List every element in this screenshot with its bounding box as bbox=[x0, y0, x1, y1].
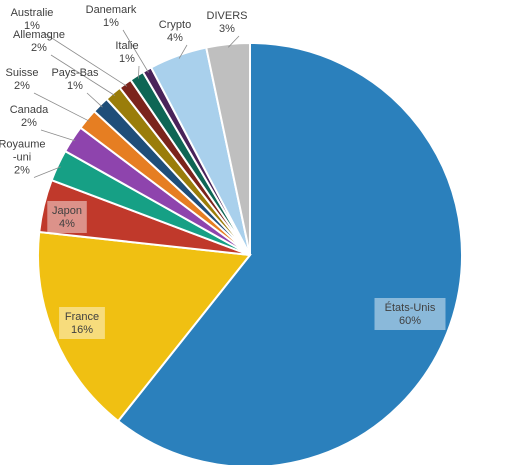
slice-percent-label: 2% bbox=[14, 80, 30, 92]
leader-line-australie bbox=[43, 32, 128, 87]
leader-line-pays-bas bbox=[86, 92, 103, 108]
label-box bbox=[59, 307, 105, 339]
leader-line-danemark bbox=[122, 29, 149, 73]
slice-percent-label: 4% bbox=[59, 218, 75, 230]
slice-name-label: Japon bbox=[52, 205, 82, 217]
slice-percent-label: 1% bbox=[67, 80, 83, 92]
leader-lines bbox=[33, 29, 240, 178]
slice-percent-label: 2% bbox=[31, 42, 47, 54]
leader-line-divers bbox=[228, 35, 240, 48]
slice-percent-label: 4% bbox=[167, 32, 183, 44]
leader-line-royaume-uni bbox=[33, 166, 61, 178]
pie-slices bbox=[37, 41, 463, 465]
slice-france bbox=[37, 230, 252, 423]
slice-name-label: Royaume bbox=[0, 139, 46, 151]
slice-percent-label: 16% bbox=[71, 324, 93, 336]
slice-name-label: Canada bbox=[10, 104, 49, 116]
slice-etats-unis bbox=[116, 41, 463, 465]
slice-name-label: Danemark bbox=[86, 4, 137, 16]
slice-name-label: Suisse bbox=[5, 67, 38, 79]
slice-name-label: -uni bbox=[13, 152, 31, 164]
slice-percent-label: 1% bbox=[119, 53, 135, 65]
slice-percent-label: 3% bbox=[219, 23, 235, 35]
slice-divers bbox=[205, 41, 251, 256]
slice-percent-label: 1% bbox=[24, 20, 40, 32]
slice-name-label: États-Unis bbox=[385, 301, 436, 314]
slice-name-label: France bbox=[65, 311, 99, 323]
slice-name-label: DIVERS bbox=[207, 10, 248, 22]
leader-line-crypto bbox=[178, 44, 188, 59]
slice-name-label: Australie bbox=[11, 7, 54, 19]
slice-name-label: Allemagne bbox=[13, 29, 65, 41]
slice-name-label: Pays-Bas bbox=[51, 67, 99, 79]
leader-line-italie bbox=[138, 65, 140, 79]
slice-percent-label: 2% bbox=[21, 117, 37, 129]
label-box bbox=[374, 298, 446, 330]
label-box bbox=[47, 201, 87, 233]
leader-line-canada bbox=[40, 129, 76, 142]
leader-line-suisse bbox=[33, 92, 90, 122]
slice-name-label: Italie bbox=[115, 40, 138, 52]
slice-percent-label: 1% bbox=[103, 17, 119, 29]
slice-percent-label: 60% bbox=[399, 315, 421, 327]
leader-line-allemagne bbox=[50, 54, 116, 96]
data-labels: États-Unis60%France16%Japon4%Royaume-uni… bbox=[0, 4, 446, 339]
slice-name-label: Crypto bbox=[159, 19, 191, 31]
slice-percent-label: 2% bbox=[14, 165, 30, 177]
